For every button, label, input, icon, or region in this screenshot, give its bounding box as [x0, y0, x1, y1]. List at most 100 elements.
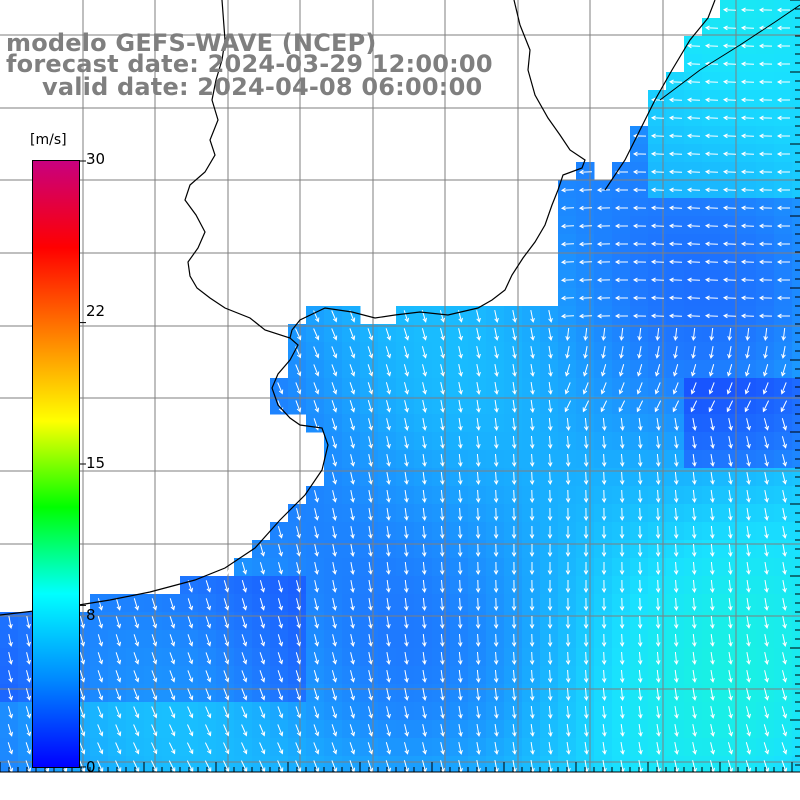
wind-arrow: [547, 615, 553, 630]
wind-speed-cell: [594, 468, 613, 487]
wind-arrow: [151, 634, 158, 647]
wind-arrow: [745, 327, 751, 342]
wind-speed-cell: [612, 630, 631, 649]
wind-arrow: [350, 454, 355, 467]
wind-speed-cell: [684, 288, 703, 307]
wind-arrow: [674, 724, 679, 737]
wind-speed-cell: [756, 702, 775, 721]
wind-arrow: [385, 742, 391, 755]
wind-speed-cell: [612, 576, 631, 595]
wind-speed-cell: [306, 576, 325, 595]
colorbar-tick-label: 15: [86, 454, 106, 472]
wind-speed-cell: [612, 198, 631, 217]
wind-speed-cell: [630, 702, 649, 721]
wind-speed-cell: [612, 738, 631, 757]
wind-speed-cell: [558, 234, 577, 253]
wind-arrow: [475, 615, 481, 630]
wind-arrow: [565, 723, 571, 738]
wind-arrow: [547, 651, 553, 666]
wind-speed-cell: [468, 522, 487, 541]
wind-arrow: [674, 706, 679, 719]
wind-arrow: [619, 705, 625, 720]
wind-speed-cell: [648, 486, 667, 505]
wind-speed-cell: [18, 648, 37, 667]
wind-speed-cell: [576, 522, 595, 541]
wind-arrow: [673, 364, 679, 377]
wind-speed-cell: [414, 738, 433, 757]
wind-speed-cell: [612, 468, 631, 487]
wind-arrow: [349, 742, 356, 755]
wind-speed-cell: [468, 630, 487, 649]
wind-arrow: [439, 489, 445, 504]
wind-arrow: [710, 436, 715, 449]
wind-arrow: [655, 633, 661, 648]
wind-speed-cell: [414, 594, 433, 613]
wind-arrow: [169, 598, 176, 611]
wind-arrow: [529, 669, 535, 684]
colorbar-tick-label: 30: [86, 150, 106, 168]
wind-arrow: [404, 705, 409, 719]
wind-speed-cell: [522, 558, 541, 577]
wind-arrow: [458, 418, 463, 431]
wind-arrow: [673, 633, 679, 648]
wind-speed-cell: [468, 666, 487, 685]
wind-speed-cell: [522, 684, 541, 703]
wind-speed-cell: [648, 702, 667, 721]
wind-arrow: [349, 346, 356, 359]
wind-arrow: [223, 706, 230, 719]
wind-arrow: [637, 651, 643, 666]
wind-speed-cell: [450, 594, 469, 613]
wind-arrow: [529, 705, 535, 720]
wind-speed-cell: [342, 702, 361, 721]
wind-arrow: [368, 652, 373, 665]
wind-speed-cell: [684, 612, 703, 631]
wind-arrow: [314, 616, 319, 629]
wind-speed-cell: [522, 378, 541, 397]
wind-speed-cell: [306, 540, 325, 559]
wind-arrow: [583, 364, 589, 377]
wind-arrow: [583, 580, 589, 594]
wind-arrow: [115, 598, 121, 611]
wind-arrow: [368, 670, 373, 683]
wind-arrow: [386, 526, 391, 539]
wind-speed-cell: [450, 630, 469, 649]
wind-arrow: [313, 400, 320, 413]
wind-arrow: [583, 705, 589, 720]
wind-speed-cell: [576, 576, 595, 595]
wind-arrow: [422, 472, 427, 485]
wind-arrow: [403, 543, 409, 558]
wind-speed-cell: [504, 360, 523, 379]
wind-speed-cell: [684, 504, 703, 523]
wind-speed-cell: [540, 522, 559, 541]
wind-arrow: [349, 382, 356, 395]
wind-speed-cell: [468, 306, 487, 325]
wind-arrow: [331, 310, 338, 323]
wind-speed-cell: [504, 720, 523, 739]
wind-speed-cell: [756, 342, 775, 361]
wind-arrow: [740, 313, 755, 319]
wind-speed-cell: [504, 630, 523, 649]
wind-arrow: [619, 687, 625, 702]
wind-arrow: [632, 169, 647, 175]
wind-speed-cell: [504, 540, 523, 559]
wind-speed-cell: [576, 450, 595, 469]
wind-speed-cell: [720, 450, 739, 469]
wind-speed-cell: [702, 216, 721, 235]
wind-speed-cell: [0, 702, 19, 721]
wind-speed-cell: [648, 468, 667, 487]
wind-arrow: [781, 436, 787, 449]
wind-speed-cell: [576, 288, 595, 307]
wind-arrow: [548, 382, 553, 395]
wind-arrow: [745, 364, 751, 377]
wind-arrow: [132, 760, 140, 773]
wind-speed-cell: [288, 522, 307, 541]
wind-arrow: [746, 490, 751, 503]
wind-speed-cell: [468, 324, 487, 343]
wind-arrow: [776, 151, 790, 157]
wind-arrow: [530, 346, 535, 359]
wind-speed-cell: [288, 630, 307, 649]
wind-arrow: [403, 525, 409, 540]
wind-arrow: [745, 724, 751, 737]
wind-speed-cell: [378, 630, 397, 649]
wind-arrow: [709, 615, 715, 630]
